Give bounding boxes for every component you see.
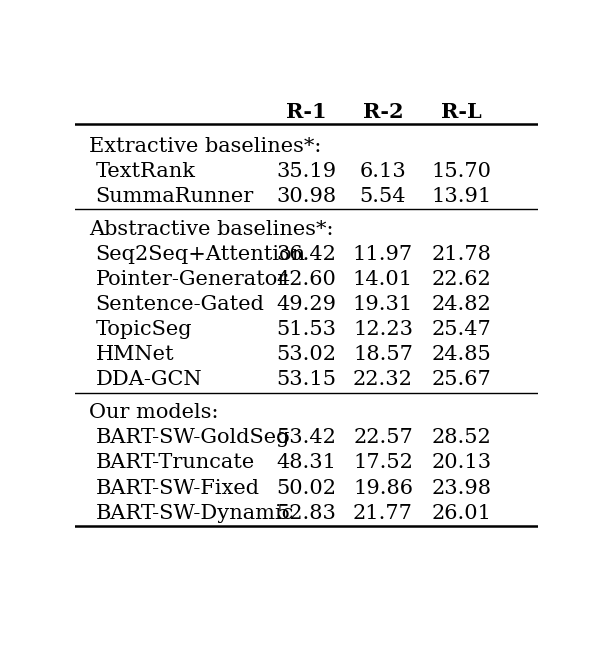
Text: 25.67: 25.67	[432, 370, 492, 390]
Text: 25.47: 25.47	[432, 320, 492, 339]
Text: Pointer-Generator: Pointer-Generator	[96, 270, 288, 289]
Text: 49.29: 49.29	[276, 295, 337, 314]
Text: 51.53: 51.53	[276, 320, 337, 339]
Text: 23.98: 23.98	[432, 478, 492, 497]
Text: DDA-GCN: DDA-GCN	[96, 370, 202, 390]
Text: Abstractive baselines*:: Abstractive baselines*:	[89, 220, 333, 239]
Text: 22.62: 22.62	[432, 270, 492, 289]
Text: TopicSeg: TopicSeg	[96, 320, 192, 339]
Text: R-2: R-2	[362, 102, 403, 122]
Text: R-1: R-1	[286, 102, 327, 122]
Text: 35.19: 35.19	[276, 162, 337, 181]
Text: 22.57: 22.57	[353, 428, 413, 447]
Text: TextRank: TextRank	[96, 162, 196, 181]
Text: 5.54: 5.54	[359, 187, 406, 206]
Text: 20.13: 20.13	[432, 453, 492, 472]
Text: BART-SW-Dynamic: BART-SW-Dynamic	[96, 504, 294, 522]
Text: Sentence-Gated: Sentence-Gated	[96, 295, 264, 314]
Text: 30.98: 30.98	[276, 187, 337, 206]
Text: 52.83: 52.83	[276, 504, 337, 522]
Text: 18.57: 18.57	[353, 345, 413, 365]
Text: 21.78: 21.78	[432, 245, 492, 264]
Text: 53.15: 53.15	[276, 370, 337, 390]
Text: 14.01: 14.01	[353, 270, 413, 289]
Text: 53.42: 53.42	[276, 428, 337, 447]
Text: R-L: R-L	[441, 102, 482, 122]
Text: 24.82: 24.82	[432, 295, 492, 314]
Text: 6.13: 6.13	[359, 162, 406, 181]
Text: HMNet: HMNet	[96, 345, 174, 365]
Text: 48.31: 48.31	[276, 453, 337, 472]
Text: 42.60: 42.60	[276, 270, 337, 289]
Text: Our models:: Our models:	[89, 403, 218, 422]
Text: 26.01: 26.01	[432, 504, 492, 522]
Text: BART-Truncate: BART-Truncate	[96, 453, 255, 472]
Text: Extractive baselines*:: Extractive baselines*:	[89, 137, 321, 155]
Text: 53.02: 53.02	[276, 345, 337, 365]
Text: 11.97: 11.97	[353, 245, 413, 264]
Text: 15.70: 15.70	[432, 162, 492, 181]
Text: 12.23: 12.23	[353, 320, 413, 339]
Text: 22.32: 22.32	[353, 370, 413, 390]
Text: 17.52: 17.52	[353, 453, 413, 472]
Text: BART-SW-GoldSeg: BART-SW-GoldSeg	[96, 428, 290, 447]
Text: 28.52: 28.52	[432, 428, 492, 447]
Text: 36.42: 36.42	[276, 245, 337, 264]
Text: 13.91: 13.91	[432, 187, 492, 206]
Text: SummaRunner: SummaRunner	[96, 187, 254, 206]
Text: 24.85: 24.85	[432, 345, 492, 365]
Text: 21.77: 21.77	[353, 504, 413, 522]
Text: Seq2Seq+Attention: Seq2Seq+Attention	[96, 245, 306, 264]
Text: 19.86: 19.86	[353, 478, 413, 497]
Text: BART-SW-Fixed: BART-SW-Fixed	[96, 478, 260, 497]
Text: 50.02: 50.02	[276, 478, 337, 497]
Text: 19.31: 19.31	[353, 295, 413, 314]
